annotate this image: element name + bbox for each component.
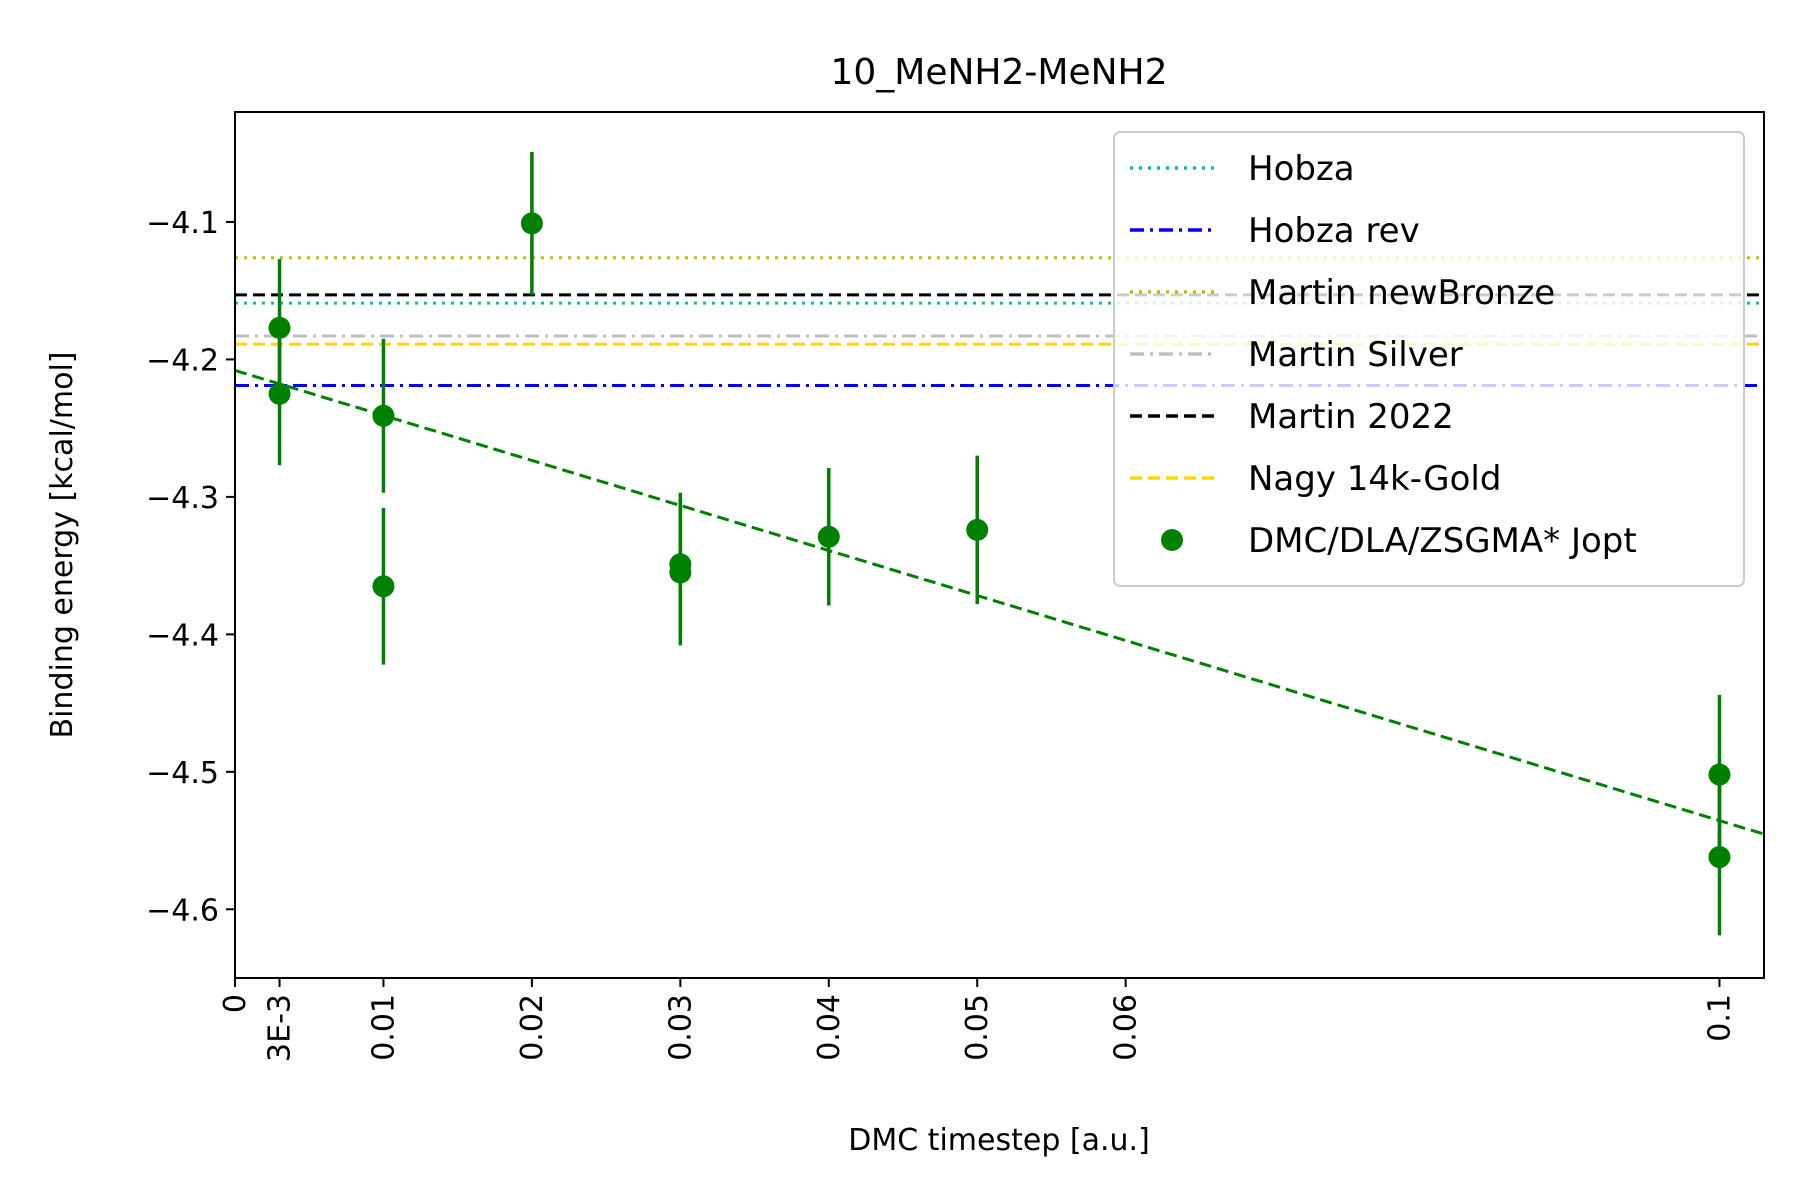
legend-item: DMC/DLA/ZSGMA* Jopt [1161,521,1637,561]
legend-item: Hobza [1130,149,1355,189]
point-marker [966,518,989,541]
legend-item: Martin 2022 [1130,397,1454,437]
data-point [669,499,692,646]
legend-label: Martin 2022 [1248,397,1454,437]
point-marker [520,212,543,235]
point-marker [372,575,395,598]
x-tick-label: 0.1 [1702,994,1737,1042]
point-marker [268,382,291,405]
plot-area [235,151,1764,936]
y-tick-label: −4.3 [146,481,219,516]
y-tick-label: −4.1 [146,206,219,241]
y-tick-label: −4.6 [146,893,219,928]
legend-item: Nagy 14k-Gold [1130,459,1501,499]
point-marker [817,525,840,548]
plot-frame [234,111,1765,979]
legend-label: Martin Silver [1248,335,1463,375]
reference-lines [235,256,1764,388]
x-tick-label: 0.06 [1109,994,1144,1061]
chart-title: 10_MeNH2-MeNH2 [830,52,1167,93]
data-point [966,455,989,605]
legend-item: Martin newBronze [1130,273,1555,313]
legend-label: Martin newBronze [1248,273,1555,313]
data-points [268,151,1731,936]
x-tick-label: 0.01 [366,994,401,1061]
legend-item: Martin Silver [1130,335,1463,375]
point-marker [669,561,692,584]
legend-label: Hobza [1248,149,1355,189]
legend-label: Nagy 14k-Gold [1248,459,1501,499]
data-point [1708,778,1731,936]
point-marker [372,404,395,427]
y-axis-title: Binding energy [kcal/mol] [45,352,80,739]
x-tick-label: 0.03 [663,994,698,1061]
x-tick-label: 0.05 [960,994,995,1061]
x-tick-label: 0 [218,994,253,1013]
data-point [520,151,543,295]
y-tick-label: −4.4 [146,618,219,653]
x-tick-label: 0.02 [515,994,550,1061]
data-point [268,322,291,466]
x-tick-label: 3E-3 [263,994,298,1062]
y-tick-label: −4.5 [146,756,219,791]
data-point [817,468,840,606]
point-marker [1708,763,1731,786]
y-axis: −4.1 −4.2 −4.3 −4.4 −4.5 −4.6 [146,206,235,928]
legend-item: Hobza rev [1130,211,1420,251]
legend-marker-swatch [1161,529,1183,551]
x-axis: 0 3E-3 0.01 0.02 0.03 0.04 0.05 0.06 0.1 [218,978,1737,1062]
data-point [372,338,395,493]
data-point [372,507,395,665]
legend-box [1113,131,1745,587]
linear-fit-line [235,368,1764,836]
x-tick-label: 0.04 [812,994,847,1061]
y-tick-label: −4.2 [146,343,219,378]
legend-label: Hobza rev [1248,211,1420,251]
legend-label: DMC/DLA/ZSGMA* Jopt [1248,521,1637,561]
point-marker [1708,846,1731,869]
x-axis-title: DMC timestep [a.u.] [848,1123,1150,1158]
legend: Hobza Hobza rev Martin newBronze Martin Sil… [1113,131,1745,587]
